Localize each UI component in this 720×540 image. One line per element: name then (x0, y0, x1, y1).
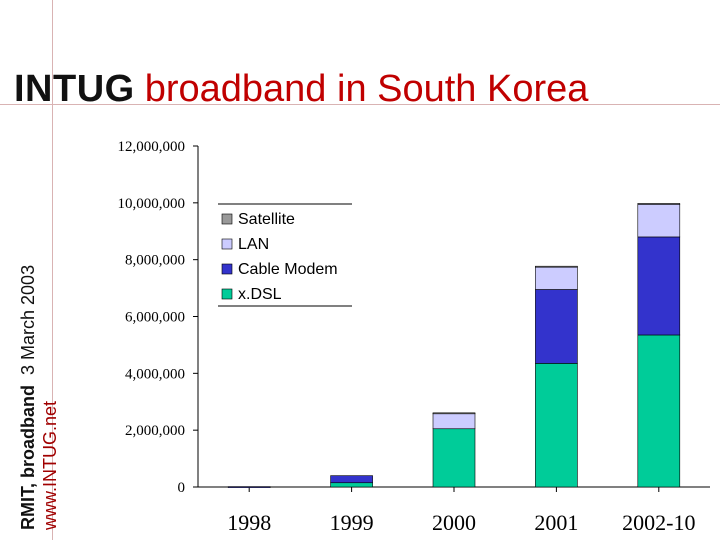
legend-label: Satellite (238, 211, 295, 228)
legend-swatch (221, 213, 233, 225)
bar-segment (637, 203, 681, 238)
legend-swatch (221, 238, 233, 250)
x-tick-label: 2001 (534, 510, 578, 535)
bar-segment (330, 475, 373, 484)
y-tick-label: 12,000,000 (118, 139, 186, 155)
bar-segment (637, 203, 681, 205)
y-tick-label: 0 (178, 480, 186, 496)
bar-segment (535, 265, 578, 268)
legend-label: x.DSL (238, 286, 282, 303)
bar-segment (535, 266, 578, 290)
bar-segment (432, 412, 476, 430)
x-tick-label: 1999 (330, 510, 374, 535)
title-brand: INTUG (14, 68, 135, 110)
y-tick-label: 8,000,000 (125, 253, 185, 269)
y-tick-label: 6,000,000 (125, 310, 185, 326)
bar-segment (432, 412, 476, 415)
bar-segment (535, 289, 578, 364)
legend-swatch (221, 288, 233, 300)
slide-title: INTUG broadband in South Korea (14, 68, 588, 111)
x-tick-label: 2000 (432, 510, 476, 535)
margin-rule (52, 0, 53, 540)
axis-layer: 0 2,000,000 4,000,000 6,000,000 8,000,000 10,… (118, 139, 710, 535)
bar-segment (432, 428, 476, 488)
bar-segment (535, 363, 578, 488)
bar-segment (637, 236, 681, 336)
bar-segment (227, 486, 271, 488)
header-rule (0, 104, 720, 105)
x-tick-label: 2002-10 (622, 510, 695, 535)
y-tick-label: 4,000,000 (125, 366, 185, 382)
x-tick-label: 1998 (227, 510, 271, 535)
bar-segment (330, 482, 373, 488)
bar-segment (637, 334, 681, 488)
legend-label: Cable Modem (238, 261, 338, 278)
legend-label: LAN (238, 236, 269, 253)
y-tick-label: 10,000,000 (118, 196, 186, 212)
legend-swatch (221, 263, 233, 275)
bars-layer (227, 203, 681, 488)
title-main: broadband in South Korea (144, 68, 589, 110)
y-tick-label: 2,000,000 (125, 423, 185, 439)
chart-legend: Satellite LAN Cable Modem x.DSL (218, 203, 352, 307)
